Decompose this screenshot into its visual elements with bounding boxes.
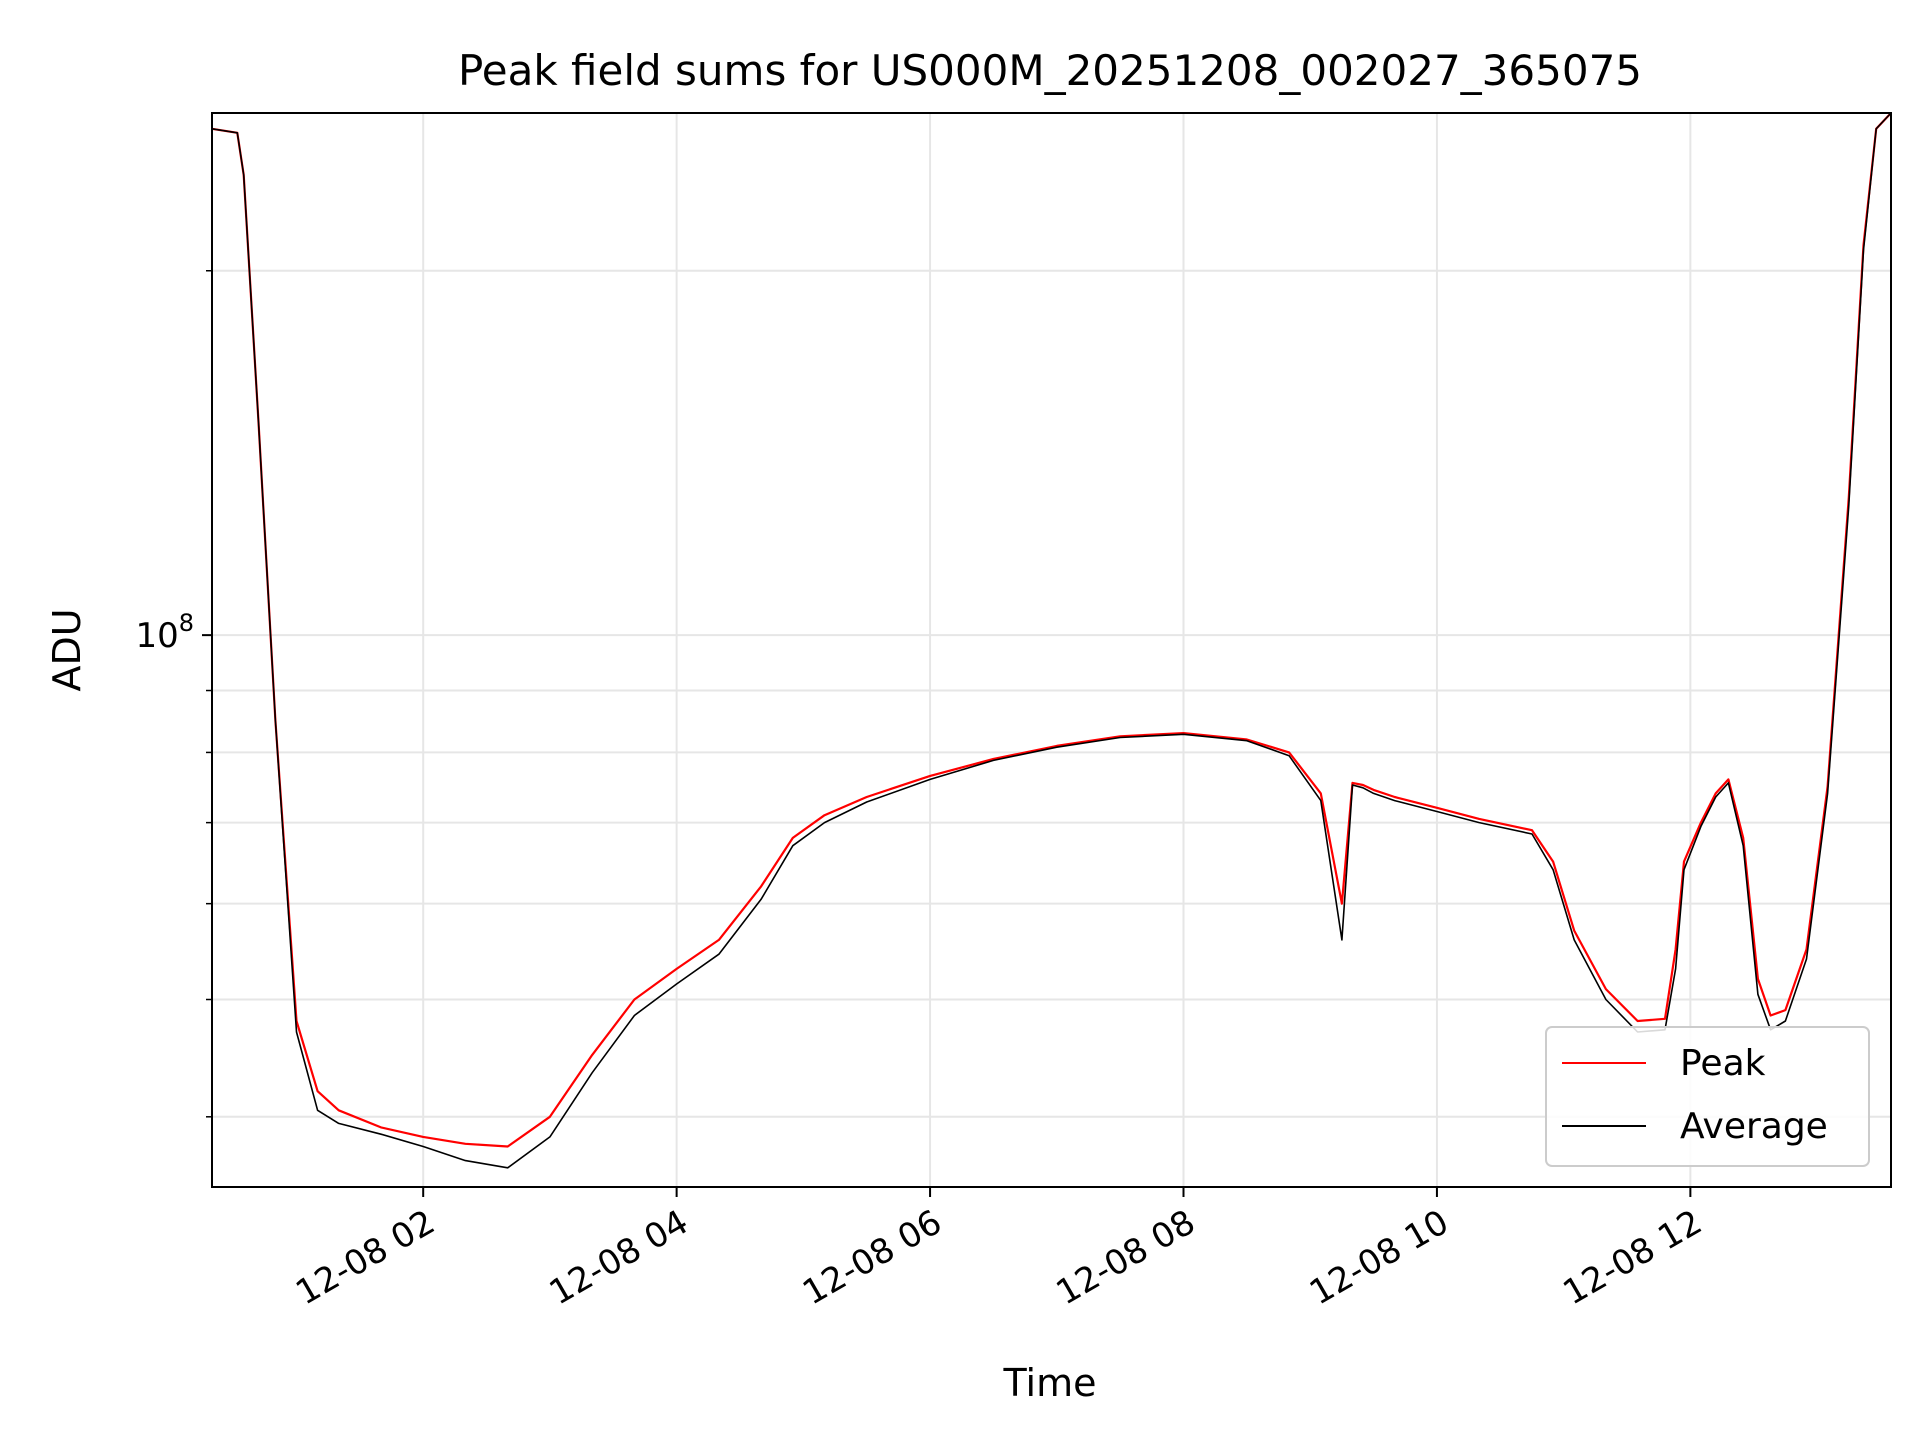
y-axis-label: ADU: [45, 608, 89, 691]
x-axis-label: Time: [1003, 1361, 1097, 1405]
grid: [212, 113, 1891, 1187]
series-layer: [211, 112, 1892, 1169]
series-line-peak: [211, 112, 1892, 1148]
y-tick-label: 108: [135, 609, 194, 656]
plot-frame: [211, 112, 1892, 1188]
legend-label: Peak: [1680, 1043, 1766, 1084]
legend-box: [1545, 1026, 1870, 1167]
chart-title: Peak field sums for US000M_20251208_0020…: [458, 46, 1642, 95]
series-line-average: [211, 112, 1892, 1169]
legend[interactable]: Peak Average: [1545, 1026, 1870, 1167]
legend-label: Average: [1680, 1106, 1828, 1147]
